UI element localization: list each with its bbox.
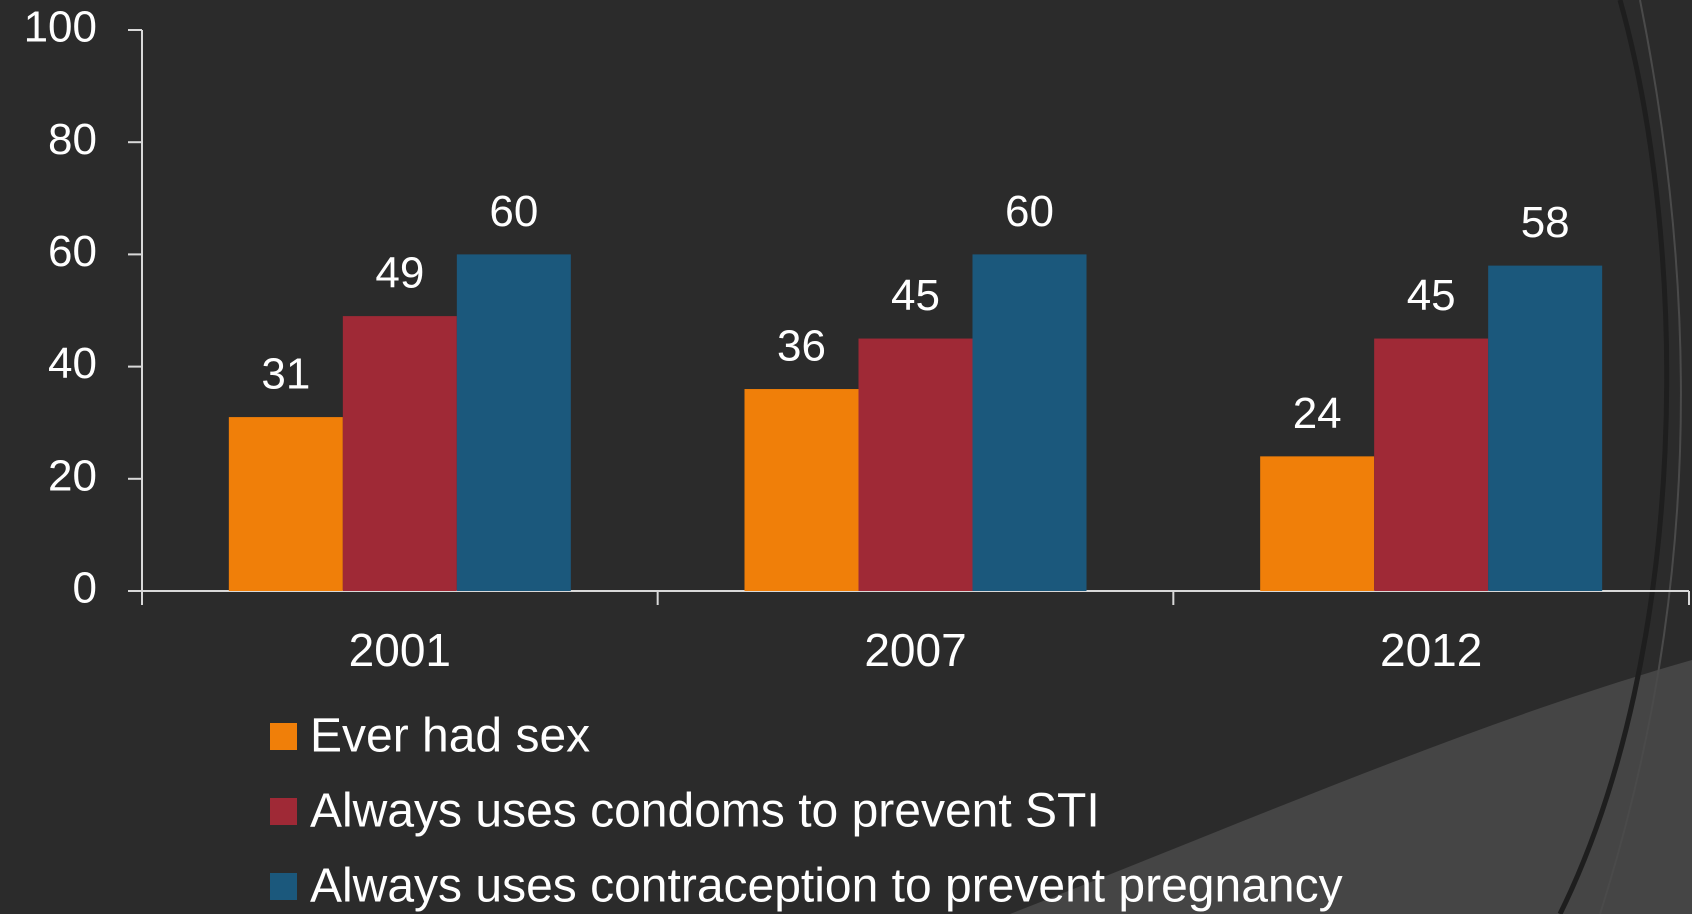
data-label: 60	[1005, 187, 1054, 236]
x-tick-label: 2012	[1380, 624, 1482, 676]
data-label: 45	[891, 271, 940, 320]
data-label: 31	[261, 350, 310, 399]
y-tick-label: 80	[48, 115, 97, 164]
legend-swatch	[270, 873, 297, 900]
bar	[744, 389, 859, 591]
bar	[972, 254, 1087, 591]
bar	[858, 338, 973, 591]
bar	[1374, 338, 1489, 591]
data-label: 24	[1293, 389, 1342, 438]
data-label: 49	[375, 249, 424, 298]
bar	[1488, 265, 1603, 591]
y-tick-label: 40	[48, 339, 97, 388]
y-tick-label: 60	[48, 227, 97, 276]
data-label: 36	[777, 322, 826, 371]
bar	[456, 254, 571, 591]
y-tick-label: 100	[24, 3, 97, 52]
bar	[1260, 456, 1375, 591]
y-tick-label: 0	[73, 564, 97, 613]
data-label: 58	[1521, 198, 1570, 247]
legend-label: Always uses contraception to prevent pre…	[310, 860, 1343, 913]
legend-swatch	[270, 723, 297, 750]
data-label: 60	[489, 187, 538, 236]
data-label: 45	[1407, 271, 1456, 320]
bar	[228, 417, 343, 591]
decor-arc	[1599, 0, 1682, 914]
legend-label: Always uses condoms to prevent STI	[310, 785, 1100, 838]
decor-shape	[1010, 660, 1692, 914]
legend-label: Ever had sex	[310, 710, 590, 763]
x-tick-label: 2007	[864, 624, 966, 676]
x-tick-label: 2001	[349, 624, 451, 676]
legend-swatch	[270, 798, 297, 825]
decor-arc	[1557, 0, 1670, 914]
y-tick-label: 20	[48, 451, 97, 500]
bar	[342, 316, 457, 591]
